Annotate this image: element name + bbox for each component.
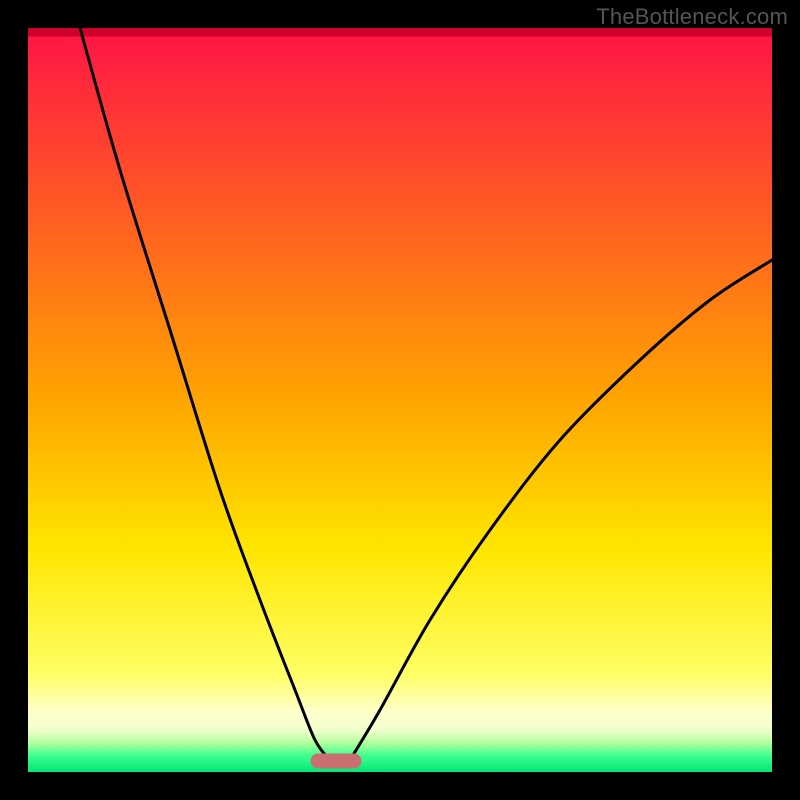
plot-gradient	[28, 28, 772, 772]
watermark-text: TheBottleneck.com	[596, 4, 788, 30]
optimal-marker	[311, 754, 361, 768]
bottleneck-chart	[0, 0, 800, 800]
